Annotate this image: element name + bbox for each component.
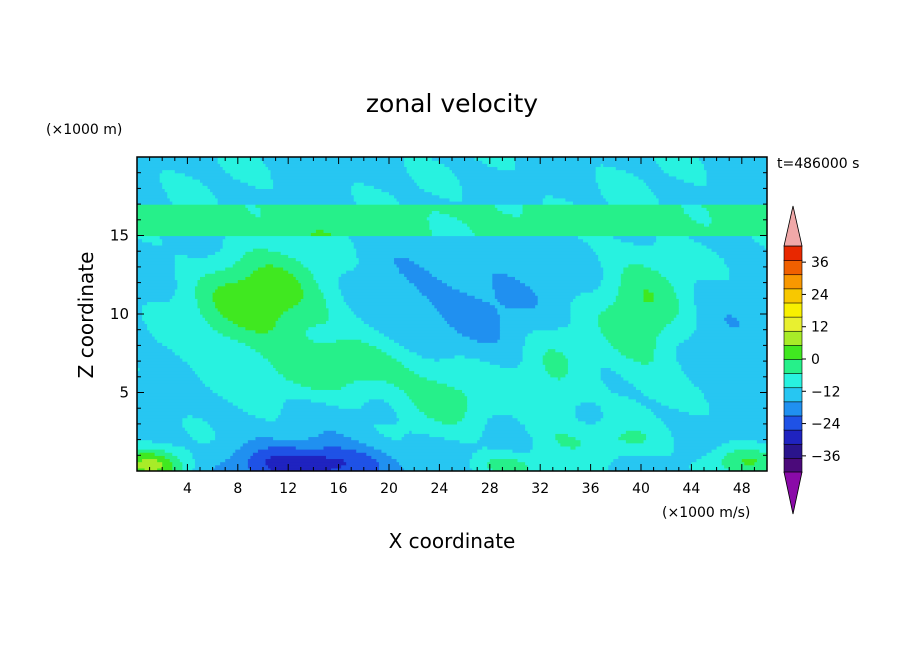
y-tick-label: 15 <box>110 227 129 245</box>
colorbar-tick-label: −12 <box>811 384 841 400</box>
colorbar-over-arrow <box>783 205 803 247</box>
y-axis: 5 10 15 <box>110 156 767 472</box>
x-tick-label: 16 <box>330 481 348 497</box>
x-tick-label: 24 <box>430 481 448 497</box>
y-tick-label: 5 <box>119 384 129 402</box>
colorbar-tick-label: 24 <box>811 287 829 303</box>
velocity-field <box>137 157 767 471</box>
colorbar-swatch <box>783 259 803 276</box>
x-tick-label: 8 <box>233 481 242 497</box>
colorbar-swatch <box>783 443 803 459</box>
colorbar-swatch <box>783 401 803 417</box>
colorbar-swatch <box>783 330 803 346</box>
colorbar-tick-label: 12 <box>811 320 829 336</box>
colorbar-under-arrow <box>783 471 803 515</box>
colorbar-swatch <box>783 429 803 445</box>
colorbar-tick-label: −24 <box>811 417 841 433</box>
x-tick-label: 12 <box>279 481 297 497</box>
colorbar-swatch <box>783 273 803 290</box>
y-axis-label: Z coordinate <box>74 252 98 379</box>
x-tick-label: 4 <box>183 481 192 497</box>
x-tick-label: 48 <box>733 481 751 497</box>
colorbar-swatch <box>783 372 803 389</box>
colorbar-swatch <box>783 344 803 360</box>
chart-title: zonal velocity <box>366 89 538 118</box>
colorbar-tick-label: −36 <box>811 449 841 465</box>
y-tick-label: 10 <box>110 305 129 323</box>
colorbar-tick-label: 36 <box>811 255 829 271</box>
colorbar-swatch <box>783 316 803 332</box>
colorbar: 36 24 12 0 −12 −24 −36 <box>783 205 841 515</box>
colorbar-tick-label: 0 <box>811 352 820 368</box>
colorbar-swatch <box>783 245 803 261</box>
x-axis-label: X coordinate <box>389 529 516 553</box>
colorbar-swatch <box>783 386 803 403</box>
x-tick-label: 44 <box>682 481 700 497</box>
x-tick-label: 32 <box>531 481 549 497</box>
colorbar-swatch <box>783 415 803 431</box>
colorbar-swatch <box>783 302 803 318</box>
y-unit-label: (×1000 m) <box>46 122 122 138</box>
colorbar-unit-label: (×1000 m/s) <box>662 505 750 521</box>
x-tick-label: 20 <box>380 481 398 497</box>
colorbar-swatch <box>783 457 803 473</box>
x-tick-label: 36 <box>582 481 600 497</box>
colorbar-swatch <box>783 288 803 304</box>
x-tick-label: 40 <box>632 481 650 497</box>
x-axis: 4 8 12 16 20 24 28 32 36 40 44 48 <box>136 157 768 497</box>
x-tick-label: 28 <box>481 481 499 497</box>
colorbar-swatch <box>783 358 803 374</box>
time-label: t=486000 s <box>777 156 859 172</box>
